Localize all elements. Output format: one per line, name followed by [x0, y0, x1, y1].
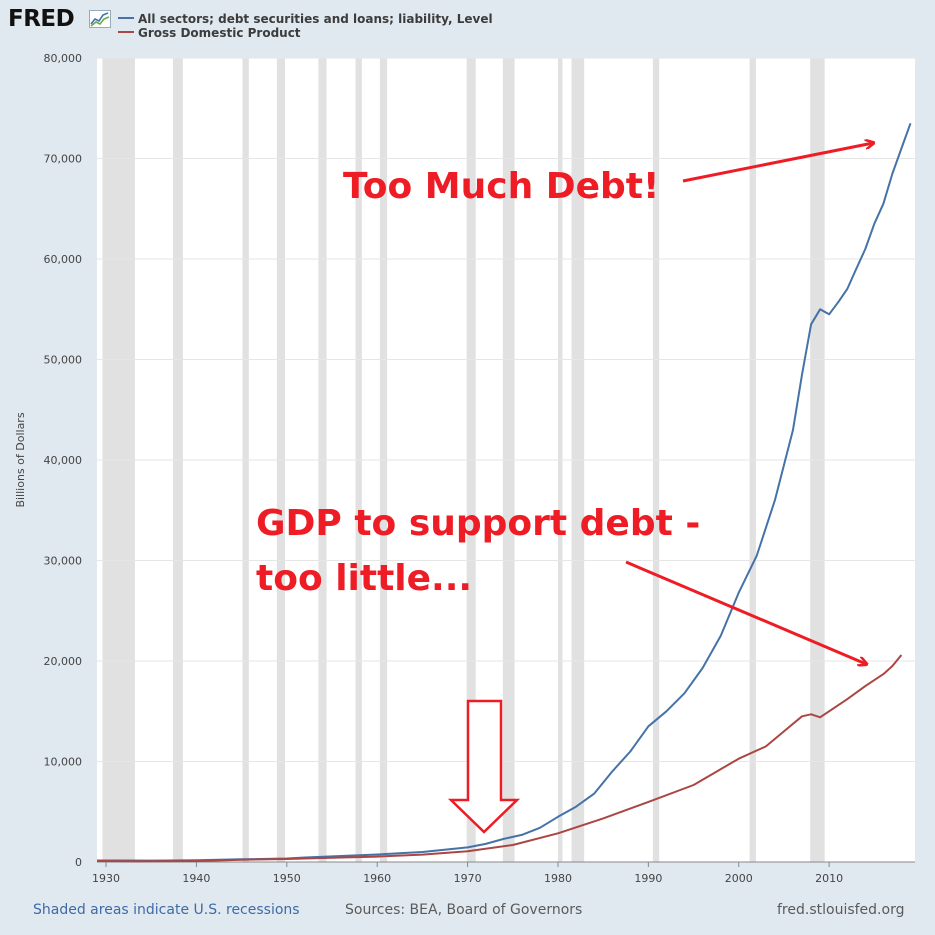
legend-item-gdp[interactable]: Gross Domestic Product: [118, 26, 301, 40]
legend-label-gdp: Gross Domestic Product: [138, 26, 301, 40]
x-tick-label: 1930: [92, 872, 120, 885]
recession-note[interactable]: Shaded areas indicate U.S. recessions: [33, 902, 300, 918]
series-lines: [96, 122, 912, 863]
annotation-too-much-debt: Too Much Debt!: [343, 166, 659, 207]
fred-logo[interactable]: FRED: [8, 6, 75, 32]
chart-logo-icon: [89, 10, 111, 28]
legend-label-debt: All sectors; debt securities and loans; …: [138, 12, 493, 26]
x-tick-label: 1970: [454, 872, 482, 885]
y-tick-label: 30,000: [44, 555, 83, 568]
legend-swatch-gdp: [118, 30, 134, 33]
y-tick-label: 10,000: [44, 756, 83, 769]
y-tick-label: 20,000: [44, 655, 83, 668]
y-axis: 0 10,000 20,000 30,000 40,000 50,000 60,000 70,…: [44, 52, 83, 869]
y-tick-label: 50,000: [44, 354, 83, 367]
x-tick-label: 1980: [544, 872, 572, 885]
x-tick-label: 1950: [273, 872, 301, 885]
x-tick-label: 1940: [182, 872, 210, 885]
legend-swatch-debt: [118, 16, 134, 19]
x-tick-label: 1990: [634, 872, 662, 885]
y-tick-label: 60,000: [44, 253, 83, 266]
x-axis: 1930 1940 1950 1960 1970 1980 1990 2000 2010: [92, 861, 915, 885]
annotation-arrow-debt: [682, 143, 873, 183]
sources-note: Sources: BEA, Board of Governors: [345, 902, 583, 918]
y-axis-label: Billions of Dollars: [14, 412, 27, 507]
annotation-gdp-line1: GDP to support debt -: [256, 503, 700, 544]
y-tick-label: 0: [75, 856, 82, 869]
x-tick-label: 1960: [363, 872, 391, 885]
series-line-debt: [96, 122, 912, 862]
annotation-arrow-gdp: [625, 560, 866, 664]
y-tick-label: 80,000: [44, 52, 83, 65]
gridlines: [97, 57, 915, 863]
annotation-gdp-line2: too little...: [256, 558, 472, 599]
x-tick-label: 2010: [815, 872, 843, 885]
legend-item-debt[interactable]: All sectors; debt securities and loans; …: [118, 12, 493, 26]
annotation-down-arrow: [447, 699, 521, 834]
site-link[interactable]: fred.stlouisfed.org: [777, 902, 905, 918]
y-tick-label: 40,000: [44, 454, 83, 467]
series-line-gdp: [96, 654, 903, 863]
x-tick-label: 2000: [725, 872, 753, 885]
y-tick-label: 70,000: [44, 153, 83, 166]
chart-header: FRED All sectors; debt securities and lo…: [0, 0, 935, 50]
